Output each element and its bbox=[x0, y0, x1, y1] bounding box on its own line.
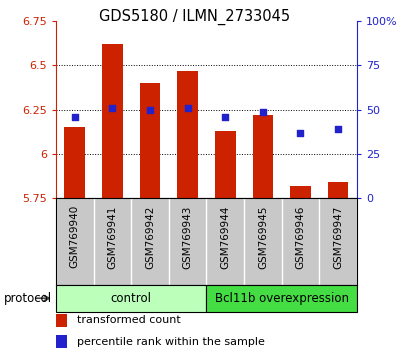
Text: GSM769943: GSM769943 bbox=[183, 205, 193, 269]
Point bbox=[71, 114, 78, 120]
Bar bbox=[177, 71, 198, 198]
Point bbox=[147, 107, 154, 113]
Text: Bcl11b overexpression: Bcl11b overexpression bbox=[215, 292, 349, 305]
Text: control: control bbox=[111, 292, 152, 305]
Text: GSM769942: GSM769942 bbox=[145, 205, 155, 269]
Text: percentile rank within the sample: percentile rank within the sample bbox=[77, 337, 265, 347]
Point bbox=[222, 114, 229, 120]
Text: GSM769947: GSM769947 bbox=[333, 205, 343, 269]
Text: GSM769945: GSM769945 bbox=[258, 205, 268, 269]
Text: GSM769946: GSM769946 bbox=[295, 205, 305, 269]
Text: transformed count: transformed count bbox=[77, 315, 181, 325]
Bar bbox=[215, 131, 236, 198]
Point bbox=[335, 126, 342, 132]
Point bbox=[297, 130, 304, 136]
Bar bbox=[140, 83, 160, 198]
Bar bbox=[328, 182, 349, 198]
Text: protocol: protocol bbox=[4, 292, 52, 305]
Bar bbox=[64, 127, 85, 198]
Text: GSM769940: GSM769940 bbox=[70, 205, 80, 268]
Bar bbox=[56, 335, 67, 348]
Bar bbox=[56, 285, 206, 312]
Text: GDS5180 / ILMN_2733045: GDS5180 / ILMN_2733045 bbox=[100, 9, 290, 25]
Text: GSM769941: GSM769941 bbox=[107, 205, 117, 269]
Point bbox=[109, 105, 116, 111]
Bar bbox=[290, 186, 311, 198]
Bar bbox=[206, 285, 357, 312]
Point bbox=[259, 109, 266, 114]
Bar bbox=[253, 115, 273, 198]
Text: GSM769944: GSM769944 bbox=[220, 205, 230, 269]
Bar bbox=[56, 314, 67, 327]
Bar bbox=[102, 44, 123, 198]
Point bbox=[184, 105, 191, 111]
